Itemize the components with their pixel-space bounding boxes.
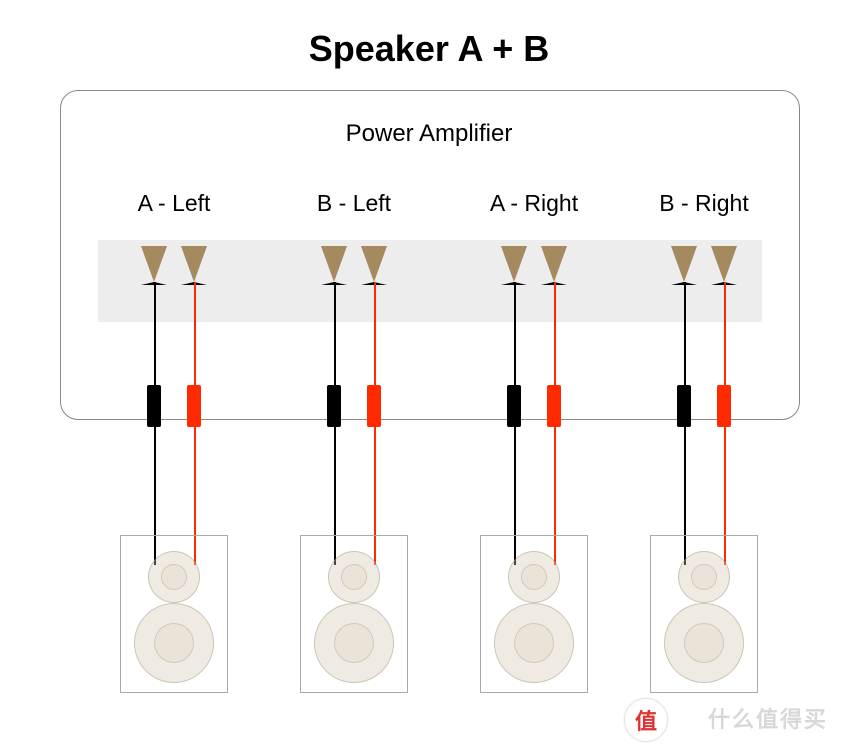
diagram-title: Speaker A + B: [0, 28, 858, 70]
plug-red-a-left: [187, 385, 201, 427]
watermark-badge-icon: 值: [624, 698, 668, 742]
woofer-inner-a-right: [514, 623, 554, 663]
plug-black-a-left: [147, 385, 161, 427]
terminal-black-a-left: [141, 246, 167, 285]
tweeter-inner-b-left: [341, 564, 367, 590]
amplifier-label: Power Amplifier: [0, 120, 858, 148]
tweeter-inner-a-right: [521, 564, 547, 590]
terminal-red-b-left: [361, 246, 387, 285]
tweeter-inner-b-right: [691, 564, 717, 590]
plug-black-b-left: [327, 385, 341, 427]
terminal-red-b-right: [711, 246, 737, 285]
channel-label-b-right: B - Right: [629, 190, 779, 217]
tweeter-inner-a-left: [161, 564, 187, 590]
woofer-inner-b-left: [334, 623, 374, 663]
terminal-red-a-right: [541, 246, 567, 285]
terminal-red-a-left: [181, 246, 207, 285]
woofer-inner-b-right: [684, 623, 724, 663]
channel-label-a-left: A - Left: [99, 190, 249, 217]
plug-red-b-right: [717, 385, 731, 427]
terminal-black-b-left: [321, 246, 347, 285]
terminal-black-b-right: [671, 246, 697, 285]
watermark-text: 什么值得买: [708, 702, 828, 734]
channel-label-b-left: B - Left: [279, 190, 429, 217]
terminal-black-a-right: [501, 246, 527, 285]
plug-black-a-right: [507, 385, 521, 427]
channel-label-a-right: A - Right: [459, 190, 609, 217]
plug-black-b-right: [677, 385, 691, 427]
plug-red-b-left: [367, 385, 381, 427]
plug-red-a-right: [547, 385, 561, 427]
woofer-inner-a-left: [154, 623, 194, 663]
